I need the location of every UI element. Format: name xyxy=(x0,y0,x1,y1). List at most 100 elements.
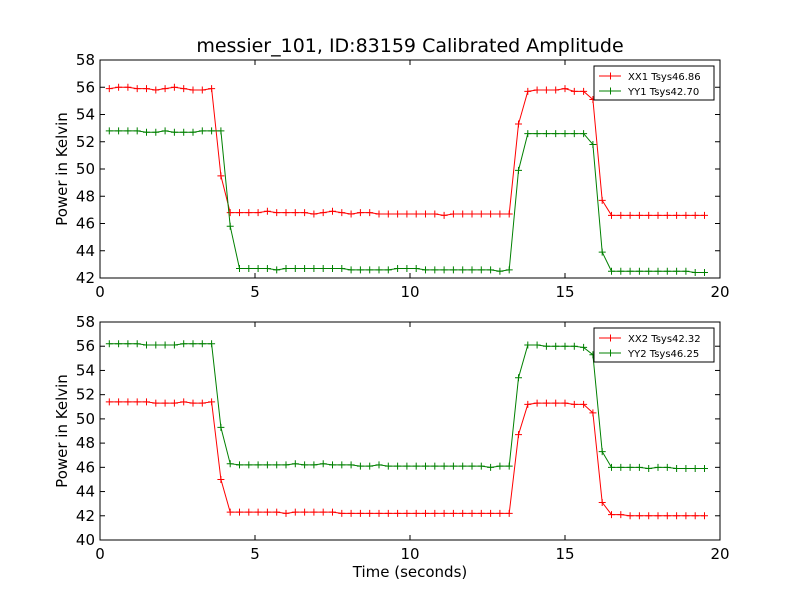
top-series-2-point xyxy=(589,140,597,148)
bottom-series-2-point xyxy=(180,340,188,348)
top-series-2-point xyxy=(412,264,420,272)
top-series-1-point xyxy=(691,211,699,219)
top-series-2-point xyxy=(338,264,346,272)
top-series-1-point xyxy=(487,210,495,218)
top-series-2-point xyxy=(552,130,560,138)
bottom-series-2-point xyxy=(691,465,699,473)
top-series-2-point xyxy=(273,266,281,274)
top-series-1-point xyxy=(580,87,588,95)
bottom-x-tick-label: 0 xyxy=(95,545,105,563)
top-series-1-point xyxy=(654,211,662,219)
bottom-series-2-point xyxy=(663,463,671,471)
bottom-series-2-point xyxy=(356,462,364,470)
bottom-series-2-point xyxy=(673,465,681,473)
top-series-1-point xyxy=(496,210,504,218)
bottom-series-1-point xyxy=(291,508,299,516)
top-legend-marker-1 xyxy=(607,72,614,80)
top-series-1-point xyxy=(115,83,123,91)
top-series-2-point xyxy=(505,266,513,274)
bottom-series-2-point xyxy=(226,460,234,468)
bottom-series-1-point xyxy=(459,509,467,517)
top-series-1-point xyxy=(133,85,141,93)
top-chart-panel: 0 5 10 15 20 42 44 46 48 50 52 54 56 58 Power in Kelvi… xyxy=(53,51,730,301)
top-series-2-point xyxy=(310,264,318,272)
bottom-series-1-point xyxy=(105,398,113,406)
bottom-series-1-point xyxy=(152,399,160,407)
bottom-series-2-point xyxy=(477,462,485,470)
bottom-series-1-point xyxy=(236,508,243,516)
bottom-series-1-point xyxy=(273,508,281,516)
bottom-series-1-point xyxy=(449,509,457,517)
top-series-1-point xyxy=(273,209,281,217)
top-x-tick-label: 10 xyxy=(400,283,419,301)
top-y-tick-label: 58 xyxy=(76,51,95,69)
top-series-1-point xyxy=(570,87,578,95)
bottom-series-1-point xyxy=(608,511,615,519)
top-series-1-point xyxy=(673,211,681,219)
bottom-series-2-point xyxy=(366,462,374,470)
bottom-series-1-point xyxy=(338,509,346,517)
bottom-series-2-point xyxy=(626,463,634,471)
bottom-y-tick-label: 40 xyxy=(76,531,95,549)
top-y-tick-label: 56 xyxy=(76,78,95,96)
bottom-series-1-point xyxy=(356,509,364,517)
bottom-series-1-point xyxy=(310,508,318,516)
top-series-1-point xyxy=(124,83,132,91)
bottom-series-2-point xyxy=(440,462,448,470)
bottom-series-2-point xyxy=(347,461,355,469)
top-series-1-point xyxy=(198,86,206,94)
bottom-series-2-point xyxy=(580,343,588,351)
top-series-2-point xyxy=(635,267,643,275)
bottom-series-2-point xyxy=(143,341,150,349)
top-y-tick-label: 52 xyxy=(76,133,95,151)
bottom-series-1-point xyxy=(254,508,262,516)
bottom-series-1-point xyxy=(347,509,355,517)
bottom-series-1-point xyxy=(570,400,578,408)
top-series-1-point xyxy=(701,211,708,219)
top-series-2-point xyxy=(524,130,532,138)
bottom-series-2-point xyxy=(319,460,327,468)
top-series-1-point xyxy=(170,83,178,91)
top-series-1-point xyxy=(524,87,532,95)
bottom-series-2-point xyxy=(598,448,606,456)
top-series-2-point xyxy=(115,127,123,135)
top-series-1-point xyxy=(449,210,457,218)
bottom-series-2-point xyxy=(542,342,550,350)
bottom-series-1-point xyxy=(663,512,671,520)
bottom-series-2-point xyxy=(505,462,513,470)
top-series-1-point xyxy=(366,209,374,217)
top-x-tick-label: 5 xyxy=(250,283,260,301)
bottom-y-tick-label: 54 xyxy=(76,361,95,379)
bottom-series-2-point xyxy=(338,461,346,469)
top-legend-marker-2 xyxy=(607,87,614,95)
top-y-tick-label: 48 xyxy=(76,187,95,205)
bottom-series-1-point xyxy=(440,509,448,517)
bottom-series-1-point xyxy=(394,509,402,517)
top-series-2-point xyxy=(245,264,253,272)
bottom-series-2-point xyxy=(189,340,197,348)
top-series-2-point xyxy=(394,264,402,272)
bottom-series-1-point xyxy=(366,509,374,517)
bottom-y-axis-label: Power in Kelvin xyxy=(53,374,71,488)
bottom-series-1-point xyxy=(561,399,569,407)
top-series-2-point xyxy=(654,267,662,275)
bottom-series-2-point xyxy=(459,462,467,470)
top-series-1-point xyxy=(152,86,160,94)
bottom-series-1-point xyxy=(691,512,699,520)
bottom-legend-marker-1 xyxy=(607,334,614,342)
top-legend-label-1: XX1 Tsys46.86 xyxy=(628,72,701,83)
top-y-tick-label: 44 xyxy=(76,242,95,260)
top-series-1-point xyxy=(143,85,150,93)
bottom-x-tick-label: 20 xyxy=(710,545,729,563)
top-series-1-point xyxy=(561,85,569,93)
bottom-series-1-point xyxy=(580,400,588,408)
top-series-1-point xyxy=(608,211,615,219)
top-series-2-point xyxy=(691,269,699,277)
top-series-1-point xyxy=(375,210,383,218)
top-series-2-point xyxy=(170,128,178,136)
top-series-1-point xyxy=(236,209,243,217)
top-series-1-point xyxy=(291,209,299,217)
top-series-2-point xyxy=(198,127,206,135)
top-series-1-point xyxy=(254,209,262,217)
